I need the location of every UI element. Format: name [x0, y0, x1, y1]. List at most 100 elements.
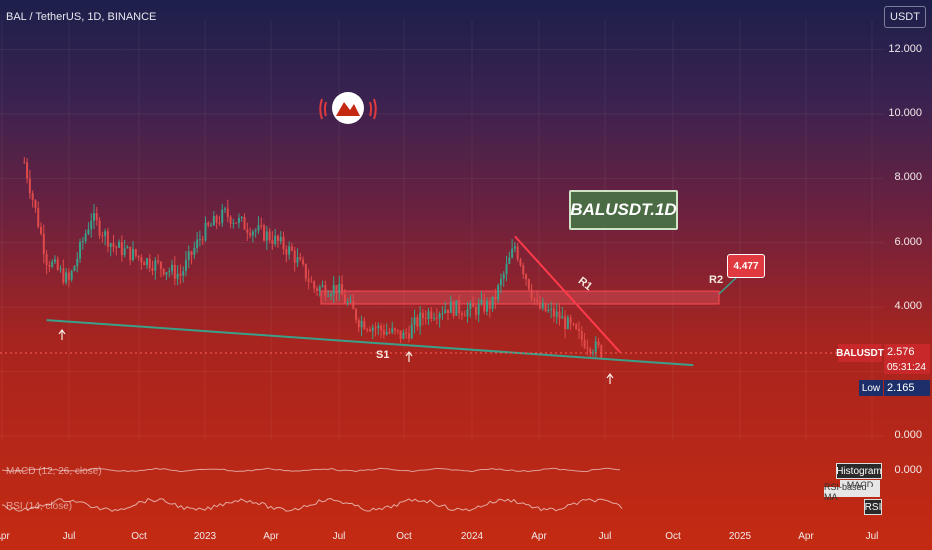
candle-body — [265, 231, 268, 241]
candle-body — [129, 246, 132, 260]
candle-body — [279, 236, 282, 242]
candle-body — [196, 239, 199, 248]
candle-body — [59, 268, 62, 270]
low-value: 2.165 — [884, 380, 930, 396]
candle-body — [271, 239, 274, 244]
candle-body — [597, 341, 600, 346]
candle-body — [469, 303, 472, 309]
candle-body — [525, 274, 528, 280]
candle-body — [460, 313, 463, 316]
candle-body — [112, 243, 115, 247]
macd-axis-value: 0.000 — [894, 464, 922, 476]
candle-body — [132, 249, 135, 260]
candle-body — [134, 249, 137, 256]
candle-body — [441, 312, 444, 314]
candle-body — [368, 329, 371, 332]
candle-body — [564, 316, 567, 330]
candle-body — [463, 315, 466, 317]
y-tick-label: 10.000 — [888, 107, 922, 119]
candle-body — [37, 208, 40, 227]
candle-body — [466, 308, 469, 317]
candle-body — [321, 285, 324, 287]
candle-body — [541, 303, 544, 309]
candle-body — [447, 309, 449, 314]
candle-body — [318, 286, 321, 291]
candle-body — [310, 281, 313, 283]
candle-body — [419, 312, 422, 327]
candle-body — [491, 296, 494, 309]
candle-body — [221, 209, 224, 223]
rsi-pane — [1, 497, 623, 513]
candle-body — [210, 225, 213, 227]
candle-body — [171, 264, 174, 272]
candle-body — [399, 330, 402, 339]
candle-body — [363, 320, 366, 330]
candle-body — [477, 303, 480, 315]
s1-label: S1 — [376, 349, 390, 361]
candle-body — [79, 241, 82, 259]
candle-body — [246, 229, 249, 233]
candle-body — [254, 230, 257, 232]
candle-body — [62, 268, 65, 283]
candle-body — [388, 331, 391, 333]
candle-body — [327, 295, 330, 297]
candle-body — [73, 266, 76, 271]
support-trendline[interactable] — [46, 319, 694, 367]
candle-body — [285, 249, 288, 255]
candle-body — [600, 345, 603, 358]
candle-body — [120, 242, 123, 256]
candle-body — [42, 233, 45, 255]
candle-body — [589, 348, 592, 353]
rsi-legend[interactable]: RSI (14, close) — [6, 501, 73, 512]
macd-legend[interactable]: MACD (12, 26, close) — [6, 466, 102, 477]
author-logo-icon — [319, 92, 377, 124]
x-tick-label: Apr — [798, 531, 814, 542]
candle-body — [486, 300, 489, 312]
candle-body — [276, 235, 279, 242]
resistance-zone — [320, 290, 720, 305]
candle-body — [502, 274, 505, 279]
x-tick-label: Jul — [332, 531, 346, 542]
candle-body — [56, 259, 59, 270]
candle-body — [190, 251, 193, 256]
candle-body — [427, 311, 430, 319]
x-tick-label: 2024 — [460, 531, 484, 542]
resistance-trendline[interactable] — [514, 235, 621, 353]
candle-body — [263, 225, 266, 241]
x-tick-label: 2025 — [728, 531, 752, 542]
x-tick-label: Jul — [62, 531, 76, 542]
y-tick-label: 6.000 — [894, 235, 922, 248]
candle-body — [260, 225, 263, 227]
macd-line — [1, 467, 621, 473]
x-tick-label: Oct — [131, 531, 147, 542]
candle-body — [224, 208, 226, 210]
candle-body — [536, 299, 539, 302]
candle-body — [229, 216, 232, 224]
candle-body — [115, 246, 118, 248]
candle-body — [201, 239, 204, 241]
candle-body — [366, 329, 369, 331]
candle-body — [494, 296, 497, 300]
candle-body — [249, 232, 252, 236]
candle-body — [338, 283, 341, 294]
candle-body — [458, 300, 461, 314]
x-tick-label: Oct — [665, 531, 681, 542]
candle-body — [410, 324, 413, 339]
candle-body — [527, 279, 530, 290]
x-tick-label: Jul — [598, 531, 612, 542]
up-arrow-head-icon — [606, 373, 614, 379]
candle-body — [98, 220, 101, 236]
candle-body — [81, 241, 84, 243]
candle-body — [31, 193, 34, 200]
candle-body — [449, 301, 452, 314]
candle-body — [352, 300, 355, 310]
r2-connector — [718, 275, 739, 295]
candle-body — [488, 300, 491, 309]
candle-body — [165, 272, 168, 275]
candle-body — [396, 330, 399, 332]
candle-body — [499, 278, 502, 286]
currency-selector[interactable]: USDT — [884, 6, 926, 28]
r2-label: R2 — [709, 274, 724, 286]
candle-body — [104, 231, 107, 237]
